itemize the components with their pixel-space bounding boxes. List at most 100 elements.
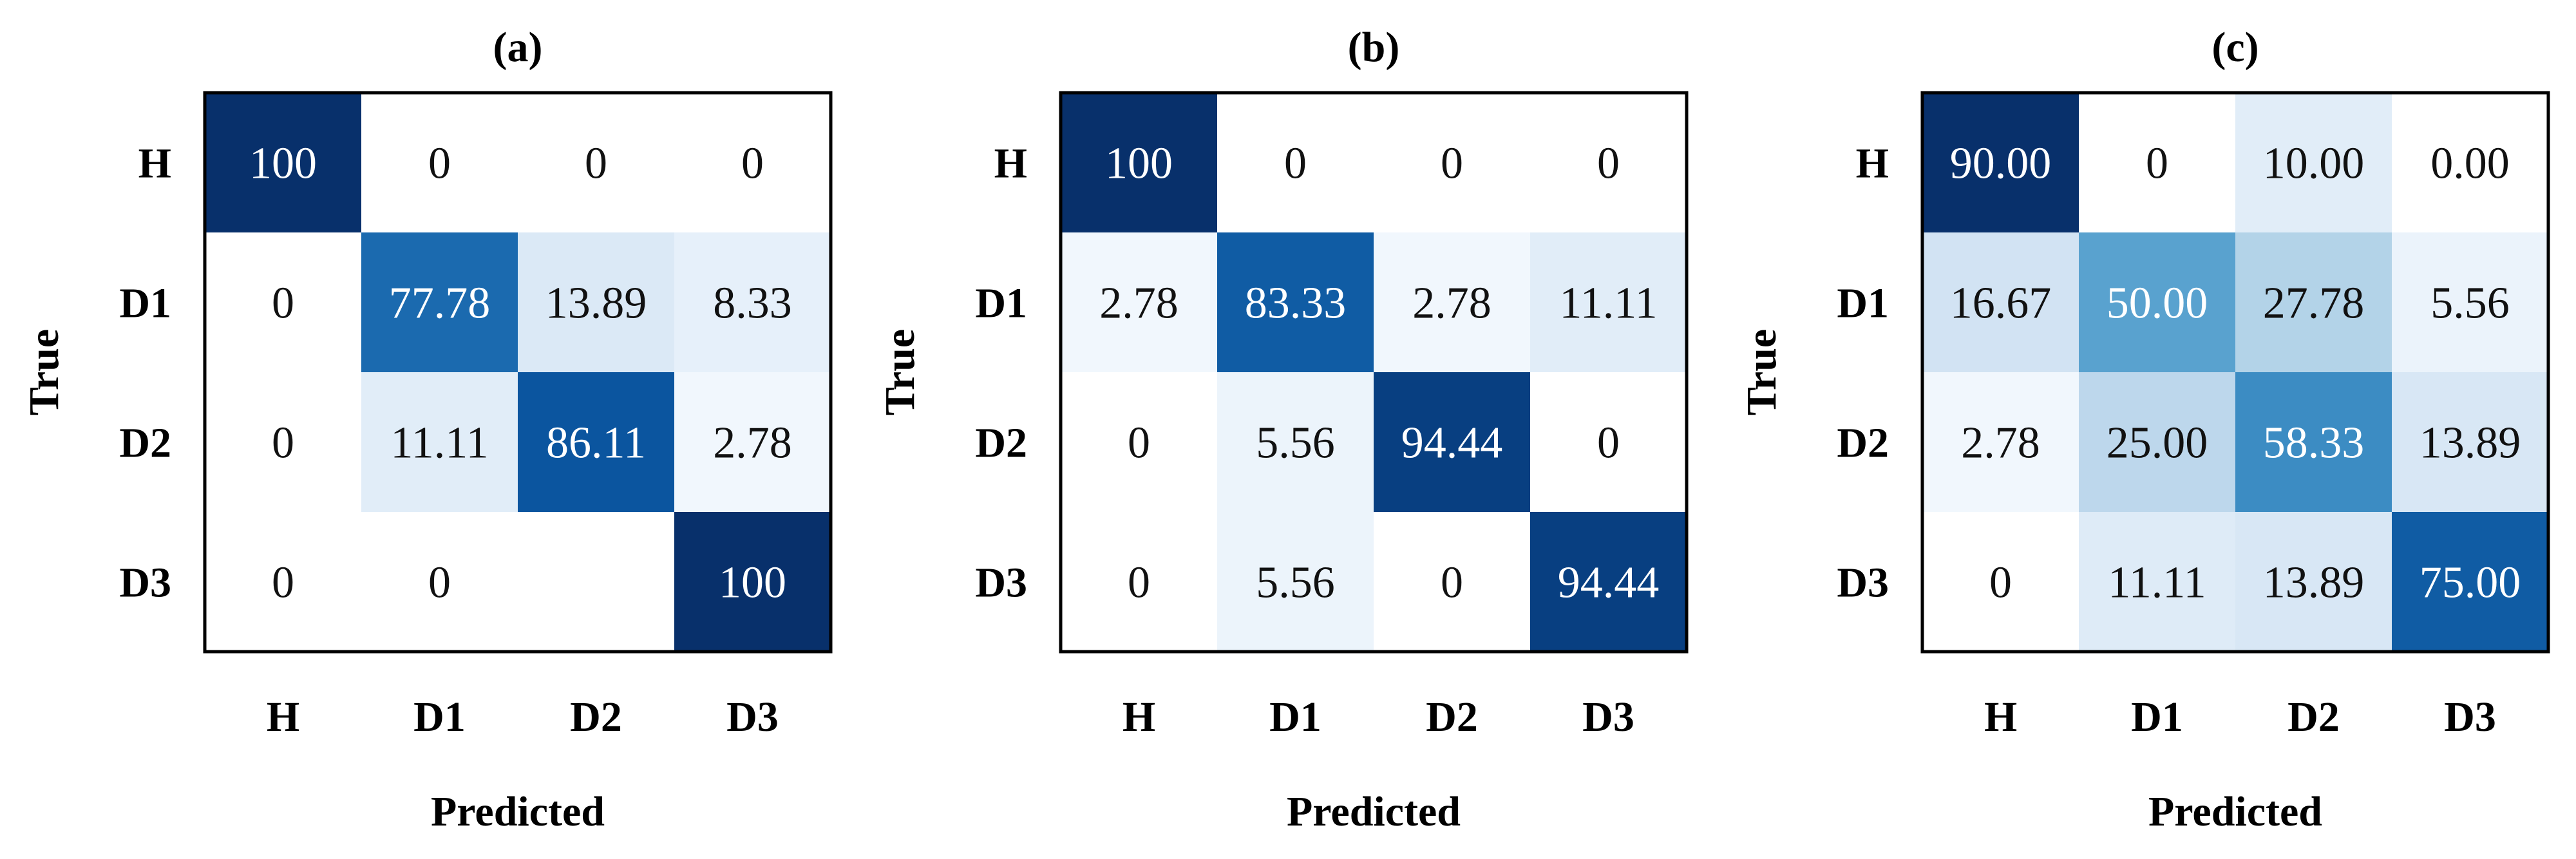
heatmap-cell (1217, 232, 1374, 372)
heatmap-cell (361, 232, 518, 372)
heatmap-cell (1374, 232, 1530, 372)
cell-value-label: 0 (2146, 139, 2168, 189)
heatmap-cell (2079, 93, 2235, 232)
heatmap-cell (1061, 372, 1217, 512)
cell-value-label: 0 (585, 139, 607, 189)
heatmap-cell (1922, 512, 2079, 652)
x-tick-label: D2 (1426, 694, 1478, 741)
cell-value-label: 0 (1128, 558, 1150, 608)
y-tick-label: D2 (119, 420, 171, 467)
heatmap-frame (1920, 91, 2550, 654)
cell-value-label: 0 (272, 419, 294, 468)
heatmap-cell (2392, 93, 2548, 232)
heatmap-cell (1374, 512, 1530, 652)
cell-value-label: 2.78 (1961, 419, 2040, 468)
cell-value-label: 2.78 (1099, 279, 1179, 328)
cell-value-label: 0 (272, 279, 294, 328)
x-tick-label: D1 (413, 694, 466, 741)
y-tick-label: D2 (975, 420, 1027, 467)
heatmap-cell (1217, 512, 1374, 652)
cell-value-label: 50.00 (2107, 279, 2208, 328)
heatmap-cell (205, 512, 361, 652)
cell-value-label: 0 (428, 558, 451, 608)
heatmap-cell (1374, 93, 1530, 232)
heatmap-cell (205, 232, 361, 372)
heatmap-cell (361, 93, 518, 232)
heatmap-cell (2392, 232, 2548, 372)
cell-value-label: 94.44 (1558, 558, 1660, 608)
y-tick-label: H (138, 140, 171, 187)
heatmap-cell (205, 372, 361, 512)
cell-value-label: 2.78 (713, 419, 792, 468)
cell-value-label: 90.00 (1950, 139, 2052, 189)
cell-value-label: 58.33 (2263, 419, 2365, 468)
cell-value-label: 0 (1441, 139, 1463, 189)
x-axis-title: Predicted (431, 788, 605, 835)
heatmap-cell (361, 512, 518, 652)
y-tick-label: H (1856, 140, 1889, 187)
x-axis-title: Predicted (2148, 788, 2322, 835)
cell-value-label: 0 (741, 139, 764, 189)
y-tick-label: H (994, 140, 1027, 187)
heatmap-cell (1530, 93, 1687, 232)
y-tick-label: D1 (1837, 280, 1889, 327)
panel-title: (a) (493, 24, 543, 71)
x-tick-label: D2 (570, 694, 622, 741)
cell-value-label: 0.00 (2430, 139, 2510, 189)
cell-value-label: 100 (249, 139, 317, 189)
cell-value-label: 100 (1105, 139, 1173, 189)
x-tick-label: D3 (2444, 694, 2496, 741)
heatmap-cell (1061, 512, 1217, 652)
heatmap-cell (1922, 372, 2079, 512)
y-tick-label: D3 (975, 560, 1027, 607)
cell-value-label: 13.89 (545, 279, 647, 328)
x-tick-label: D1 (2131, 694, 2183, 741)
x-tick-label: D3 (1582, 694, 1634, 741)
cell-value-label: 11.11 (2108, 558, 2206, 608)
heatmap-cell (674, 232, 831, 372)
y-tick-label: D1 (975, 280, 1027, 327)
cell-value-label: 0 (1597, 139, 1620, 189)
x-tick-label: H (1122, 694, 1155, 741)
heatmap-cell (1217, 372, 1374, 512)
cell-value-label: 16.67 (1950, 279, 2052, 328)
y-tick-label: D2 (1837, 420, 1889, 467)
heatmap-cell (2392, 512, 2548, 652)
cell-value-label: 0 (1128, 419, 1150, 468)
cell-value-label: 5.56 (2430, 279, 2510, 328)
heatmap-cell (2079, 512, 2235, 652)
heatmap-cell (518, 372, 674, 512)
heatmap-cell (1530, 512, 1687, 652)
cell-value-label: 27.78 (2263, 279, 2365, 328)
x-axis-title: Predicted (1287, 788, 1461, 835)
heatmap-cell (2235, 232, 2392, 372)
cell-value-label: 10.00 (2263, 139, 2365, 189)
y-tick-label: D3 (119, 560, 171, 607)
y-axis-title: True (21, 329, 68, 415)
cell-value-label: 11.11 (1559, 279, 1657, 328)
heatmap-cell (1530, 232, 1687, 372)
heatmap-cell (1217, 93, 1374, 232)
cell-value-label: 0 (428, 139, 451, 189)
cell-value-label: 25.00 (2107, 419, 2208, 468)
heatmap-panel-3: 90.00 0 10.00 0.00 16.67 50.00 27.78 5.56 2.78 25… (1738, 24, 2550, 835)
cell-value-label: 13.89 (2420, 419, 2521, 468)
heatmap-cell (1061, 232, 1217, 372)
heatmap-cell (518, 232, 674, 372)
cell-value-label: 0 (272, 558, 294, 608)
heatmap-cell (518, 512, 674, 652)
cell-value-label: 11.11 (390, 419, 488, 468)
y-tick-label: D3 (1837, 560, 1889, 607)
y-axis-title: True (876, 329, 923, 415)
panel-title: (b) (1348, 24, 1400, 71)
x-tick-label: D2 (2287, 694, 2340, 741)
cell-value-label: 77.78 (389, 279, 491, 328)
heatmap-cell (2235, 93, 2392, 232)
heatmap-frame (1059, 91, 1689, 654)
heatmap-cell (518, 93, 674, 232)
panel-title: (c) (2211, 24, 2259, 71)
heatmap-cell (2235, 372, 2392, 512)
heatmap-cell (1922, 93, 2079, 232)
heatmap-cell (2235, 512, 2392, 652)
